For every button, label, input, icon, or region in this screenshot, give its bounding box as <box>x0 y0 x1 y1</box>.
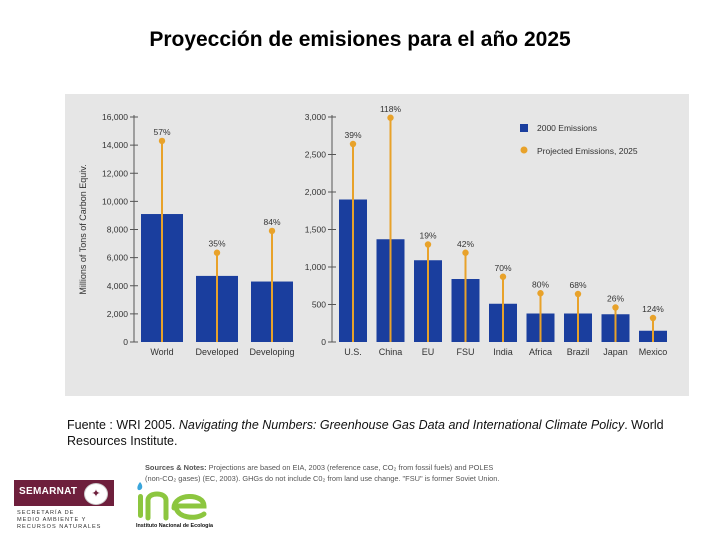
y-axis-title: Millions of Tons of Carbon Equiv. <box>78 164 88 294</box>
right-tick-label: 0 <box>321 337 326 347</box>
projection-point <box>349 140 357 148</box>
change-label: 80% <box>532 279 549 289</box>
left-tick-label: 4,000 <box>107 281 129 291</box>
eagle-seal-icon: ✦ <box>84 483 108 505</box>
right-tick-label: 1,000 <box>305 262 327 272</box>
left-tick-label: 0 <box>123 337 128 347</box>
category-label: Developed <box>195 347 238 357</box>
right-tick-label: 3,000 <box>305 112 327 122</box>
category-label: Brazil <box>567 347 590 357</box>
category-label: Developing <box>249 347 294 357</box>
semarnat-banner: SEMARNAT ✦ <box>14 480 114 506</box>
source-note-label: Sources & Notes: <box>145 463 207 472</box>
category-label: India <box>493 347 513 357</box>
projection-point <box>462 249 469 256</box>
semarnat-sub-line1: SECRETARÍA DE <box>17 510 75 516</box>
source-note-line1: Projections are based on EIA, 2003 (refe… <box>208 463 494 472</box>
change-label: 26% <box>607 294 624 304</box>
projection-point <box>158 137 166 145</box>
projection-point <box>612 304 619 311</box>
ine-mark-icon <box>137 482 207 521</box>
left-tick-label: 14,000 <box>102 140 128 150</box>
ine-logo: Instituto Nacional de Ecología <box>134 478 234 534</box>
semarnat-logo: SEMARNAT ✦ SECRETARÍA DE MEDIO AMBIENTE … <box>14 480 114 532</box>
left-tick-label: 2,000 <box>107 309 129 319</box>
slide-title: Proyección de emisiones para el año 2025 <box>149 28 571 51</box>
left-tick-label: 6,000 <box>107 253 129 263</box>
left-tick-label: 10,000 <box>102 196 128 206</box>
right-tick-label: 1,500 <box>305 225 327 235</box>
projection-point <box>574 290 582 298</box>
category-label: Africa <box>529 347 552 357</box>
right-tick-label: 2,000 <box>305 187 327 197</box>
category-label: Japan <box>603 347 628 357</box>
citation: Fuente : WRI 2005. Navigating the Number… <box>67 417 687 449</box>
change-label: 70% <box>494 263 511 273</box>
chart-source-note: Sources & Notes: Projections are based o… <box>145 463 720 484</box>
citation-prefix: Fuente : WRI 2005. <box>67 418 179 432</box>
semarnat-subtitle: SECRETARÍA DE MEDIO AMBIENTE Y RECURSOS … <box>17 510 101 531</box>
source-note-line2: (non-CO₂ gases) (EC, 2003). GHGs do not … <box>145 473 500 483</box>
left-tick-label: 12,000 <box>102 168 128 178</box>
legend-label-projected: Projected Emissions, 2025 <box>537 146 638 156</box>
projection-point <box>424 241 432 248</box>
change-label: 35% <box>208 239 225 249</box>
legend-marker-projected <box>520 146 528 154</box>
semarnat-name: SEMARNAT <box>19 486 78 497</box>
category-label: China <box>379 347 403 357</box>
change-label: 57% <box>153 127 170 137</box>
projection-point <box>649 314 657 322</box>
chart-panel: 0 2,000 4,000 6,000 8,000 10,000 12,000 14,000 1… <box>65 94 689 483</box>
left-tick-label: 8,000 <box>107 225 129 235</box>
change-label: 118% <box>380 104 402 114</box>
legend-label-2000: 2000 Emissions <box>537 123 597 133</box>
citation-suffix: . World Resources Institute. <box>67 418 664 448</box>
change-label: 84% <box>263 217 280 227</box>
projection-point <box>268 227 276 235</box>
right-tick-label: 500 <box>312 300 326 310</box>
category-label: U.S. <box>344 347 362 357</box>
semarnat-sub-line3: RECURSOS NATURALES <box>17 524 102 530</box>
left-tick-label: 16,000 <box>102 112 128 122</box>
change-label: 19% <box>419 231 436 241</box>
change-label: 42% <box>457 239 474 249</box>
change-label: 68% <box>569 280 586 290</box>
category-label: EU <box>422 347 435 357</box>
ine-caption: Instituto Nacional de Ecología <box>136 523 213 529</box>
right-tick-label: 2,500 <box>305 150 327 160</box>
projection-point <box>387 114 394 121</box>
semarnat-sub-line2: MEDIO AMBIENTE Y <box>17 517 87 523</box>
change-label: 124% <box>642 304 664 314</box>
category-label: Mexico <box>639 347 668 357</box>
legend-swatch-2000 <box>520 124 528 132</box>
citation-title: Navigating the Numbers: Greenhouse Gas D… <box>178 418 625 432</box>
projection-point <box>499 273 507 280</box>
category-label: World <box>150 347 173 357</box>
emissions-chart: 0 2,000 4,000 6,000 8,000 10,000 12,000 14,000 1… <box>78 104 668 357</box>
category-label: FSU <box>457 347 475 357</box>
change-label: 39% <box>344 130 361 140</box>
projection-point <box>537 290 544 297</box>
projection-point <box>213 249 221 256</box>
